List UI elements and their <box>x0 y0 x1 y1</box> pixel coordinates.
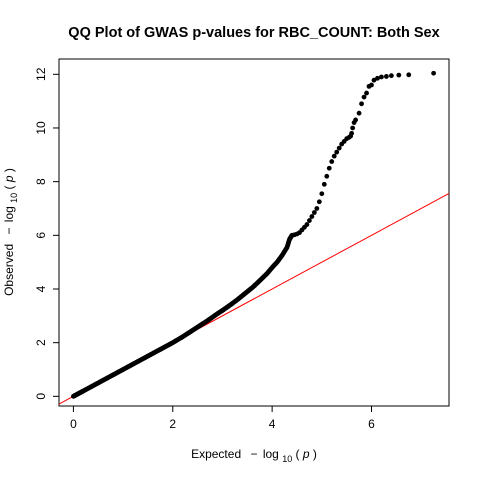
y-tick-label: 4 <box>34 285 48 292</box>
x-axis-label-sub: 10 <box>282 454 292 464</box>
y-axis-label-minus: − <box>2 228 16 235</box>
data-point <box>329 159 335 164</box>
data-point <box>361 94 367 100</box>
data-point <box>319 191 325 197</box>
y-tick-label: 10 <box>34 121 48 135</box>
data-point <box>311 210 317 215</box>
x-tick-label: 4 <box>269 417 276 431</box>
data-point <box>289 233 294 239</box>
data-point <box>304 222 310 227</box>
x-axis-label-open: ( <box>296 447 300 461</box>
x-axis-label-close: ) <box>313 447 317 461</box>
y-axis-label: Observed − log 10 ( p ) <box>2 168 20 296</box>
data-point <box>331 153 337 159</box>
data-point <box>314 206 320 211</box>
plot-border <box>58 58 450 407</box>
x-axis-label-prefix: Expected <box>191 447 241 461</box>
x-tick-label: 2 <box>169 417 176 431</box>
x-axis: 0 2 4 6 <box>70 406 375 431</box>
y-tick-label: 8 <box>34 178 48 185</box>
y-tick-label: 2 <box>34 339 48 346</box>
data-point <box>306 218 312 223</box>
data-point <box>364 90 369 96</box>
data-point <box>309 214 315 219</box>
data-point <box>356 110 362 116</box>
data-point <box>324 173 330 179</box>
y-tick-label: 0 <box>34 393 48 400</box>
y-axis-label-close: ) <box>2 168 16 172</box>
y-axis-label-log: log <box>2 206 16 222</box>
data-point <box>326 165 332 171</box>
data-point <box>406 72 412 78</box>
y-tick-label: 12 <box>34 67 48 81</box>
data-point <box>316 199 322 205</box>
data-point <box>359 101 364 107</box>
x-axis-label-minus: − <box>250 447 257 461</box>
data-point <box>334 149 340 155</box>
x-axis-label: Expected − log 10 ( p ) <box>191 447 317 465</box>
chart-title: QQ Plot of GWAS p-values for RBC_COUNT: … <box>68 25 439 41</box>
data-point <box>375 75 380 81</box>
data-point <box>369 82 374 88</box>
data-point <box>349 130 355 136</box>
data-point <box>353 117 358 123</box>
plot-area <box>58 58 450 407</box>
data-point <box>350 125 356 131</box>
x-tick-label: 0 <box>70 417 77 431</box>
x-tick-label: 6 <box>368 417 375 431</box>
points-layer <box>71 70 436 399</box>
data-point <box>384 74 389 79</box>
y-axis-label-var: p <box>2 175 16 183</box>
data-point <box>431 70 436 76</box>
x-axis-label-log: log <box>263 447 279 461</box>
y-tick-label: 6 <box>34 232 48 239</box>
x-axis-label-var: p <box>302 447 310 461</box>
data-point <box>321 181 327 187</box>
data-point <box>388 73 394 79</box>
y-axis-label-prefix: Observed <box>2 244 16 296</box>
y-axis-label-open: ( <box>2 185 16 189</box>
y-axis-label-sub: 10 <box>9 193 19 203</box>
data-point <box>379 74 384 80</box>
y-axis: 0 2 4 6 8 10 12 <box>34 67 59 400</box>
data-point <box>336 145 342 151</box>
data-point <box>396 72 402 78</box>
